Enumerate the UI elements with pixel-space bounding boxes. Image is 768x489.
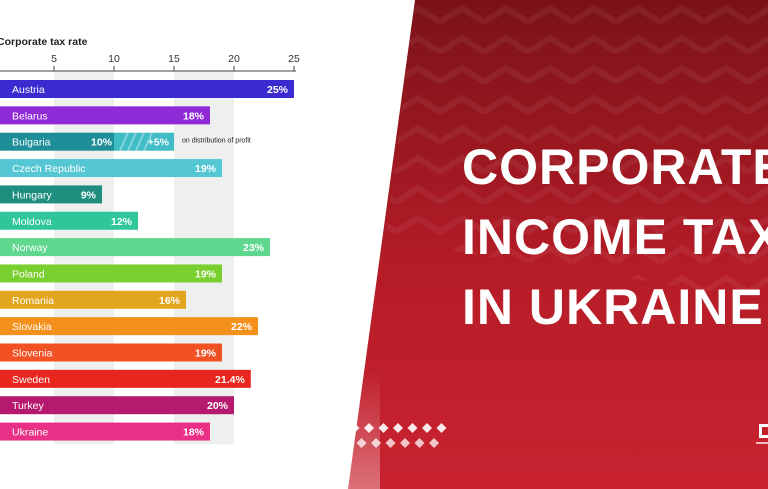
x-tick-label: 15 <box>168 53 180 65</box>
diamond-shape <box>356 438 367 448</box>
grid-band <box>54 71 114 445</box>
diamond-shape <box>335 423 345 433</box>
diamond-pattern-icon <box>306 423 447 448</box>
bar <box>0 343 222 362</box>
bar <box>0 106 210 125</box>
bar <box>0 238 270 257</box>
value-label: 23% <box>243 242 265 254</box>
category-label: Norway <box>12 242 48 254</box>
extra-bar-stripe <box>135 132 145 152</box>
headline-line-3: IN UKRAINE <box>462 279 764 335</box>
diamond-shape <box>313 438 323 448</box>
value-label: 18% <box>183 427 205 439</box>
extra-value-label: +5% <box>148 137 170 149</box>
category-label: Turkey <box>12 400 44 412</box>
bars: Austria 25% Belarus 18% Bulgaria 10% +5% on dis… <box>0 80 294 441</box>
category-label: Austria <box>12 84 45 96</box>
x-axis-ticks: 0510152025 <box>51 53 300 71</box>
diamond-shape <box>327 438 338 448</box>
diamond-shape <box>378 423 389 433</box>
x-tick-label: 10 <box>108 53 120 65</box>
diamond-shape <box>306 423 316 433</box>
category-label: Bulgaria <box>12 137 51 149</box>
diamond-shape <box>320 423 331 433</box>
category-label: Poland <box>12 268 45 280</box>
headline-line-2: INCOME TAX <box>462 209 768 265</box>
grid-band <box>174 71 234 445</box>
diamond-shape <box>385 438 396 448</box>
category-label: Slovakia <box>12 321 52 333</box>
value-label: 19% <box>195 268 217 280</box>
bar <box>0 159 222 178</box>
value-label: 10% <box>91 137 113 149</box>
extra-bar-stripe <box>143 132 153 152</box>
category-label: Sweden <box>12 374 50 386</box>
category-label: Moldova <box>12 216 52 228</box>
category-label: Ukraine <box>12 427 48 439</box>
bar <box>0 396 234 415</box>
value-label: 19% <box>195 163 217 175</box>
bar <box>0 264 222 283</box>
brand-logo-icon <box>756 424 768 444</box>
bar <box>0 185 102 204</box>
headline-line-1: CORPORATE <box>462 139 768 195</box>
diamond-shape <box>407 423 418 433</box>
category-label: Romania <box>12 295 54 307</box>
diamond-shape <box>414 438 425 448</box>
extra-bar-stripe <box>127 132 137 152</box>
x-tick-label: 25 <box>288 53 300 65</box>
bar <box>0 80 294 98</box>
diamond-shape <box>393 423 403 433</box>
bar <box>0 422 210 441</box>
category-label: Slovenia <box>12 348 52 360</box>
diamond-shape <box>342 438 352 448</box>
bar <box>0 317 258 336</box>
value-label: 25% <box>267 84 289 96</box>
extra-bar <box>114 132 174 151</box>
value-label: 21.4% <box>215 374 245 386</box>
diamond-shape <box>436 423 447 433</box>
value-label: 12% <box>111 216 133 228</box>
value-label: 22% <box>231 321 253 333</box>
bar <box>0 290 186 309</box>
value-label: 20% <box>207 400 229 412</box>
value-label: 19% <box>195 348 217 360</box>
diamond-shape <box>364 423 374 433</box>
x-tick-label: 5 <box>51 53 57 65</box>
category-label: Czech Republic <box>12 163 86 175</box>
value-label: 9% <box>81 189 97 201</box>
diamond-shape <box>371 438 381 448</box>
diamond-shape <box>349 423 360 433</box>
extra-bar-stripe <box>119 132 129 152</box>
category-label: Belarus <box>12 110 48 122</box>
bar <box>0 211 138 230</box>
bar <box>0 369 251 388</box>
x-tick-label: 20 <box>228 53 240 65</box>
category-label: Hungary <box>12 189 52 201</box>
diamond-shape <box>400 438 410 448</box>
value-label: 18% <box>183 110 205 122</box>
value-label: 16% <box>159 295 181 307</box>
diamond-shape <box>422 423 432 433</box>
grid-bands <box>54 71 234 445</box>
diamond-shape <box>429 438 439 448</box>
extra-note: on distribution of profit <box>182 138 251 145</box>
bar <box>0 132 114 151</box>
chart-title: Corporate tax rate <box>0 36 88 48</box>
